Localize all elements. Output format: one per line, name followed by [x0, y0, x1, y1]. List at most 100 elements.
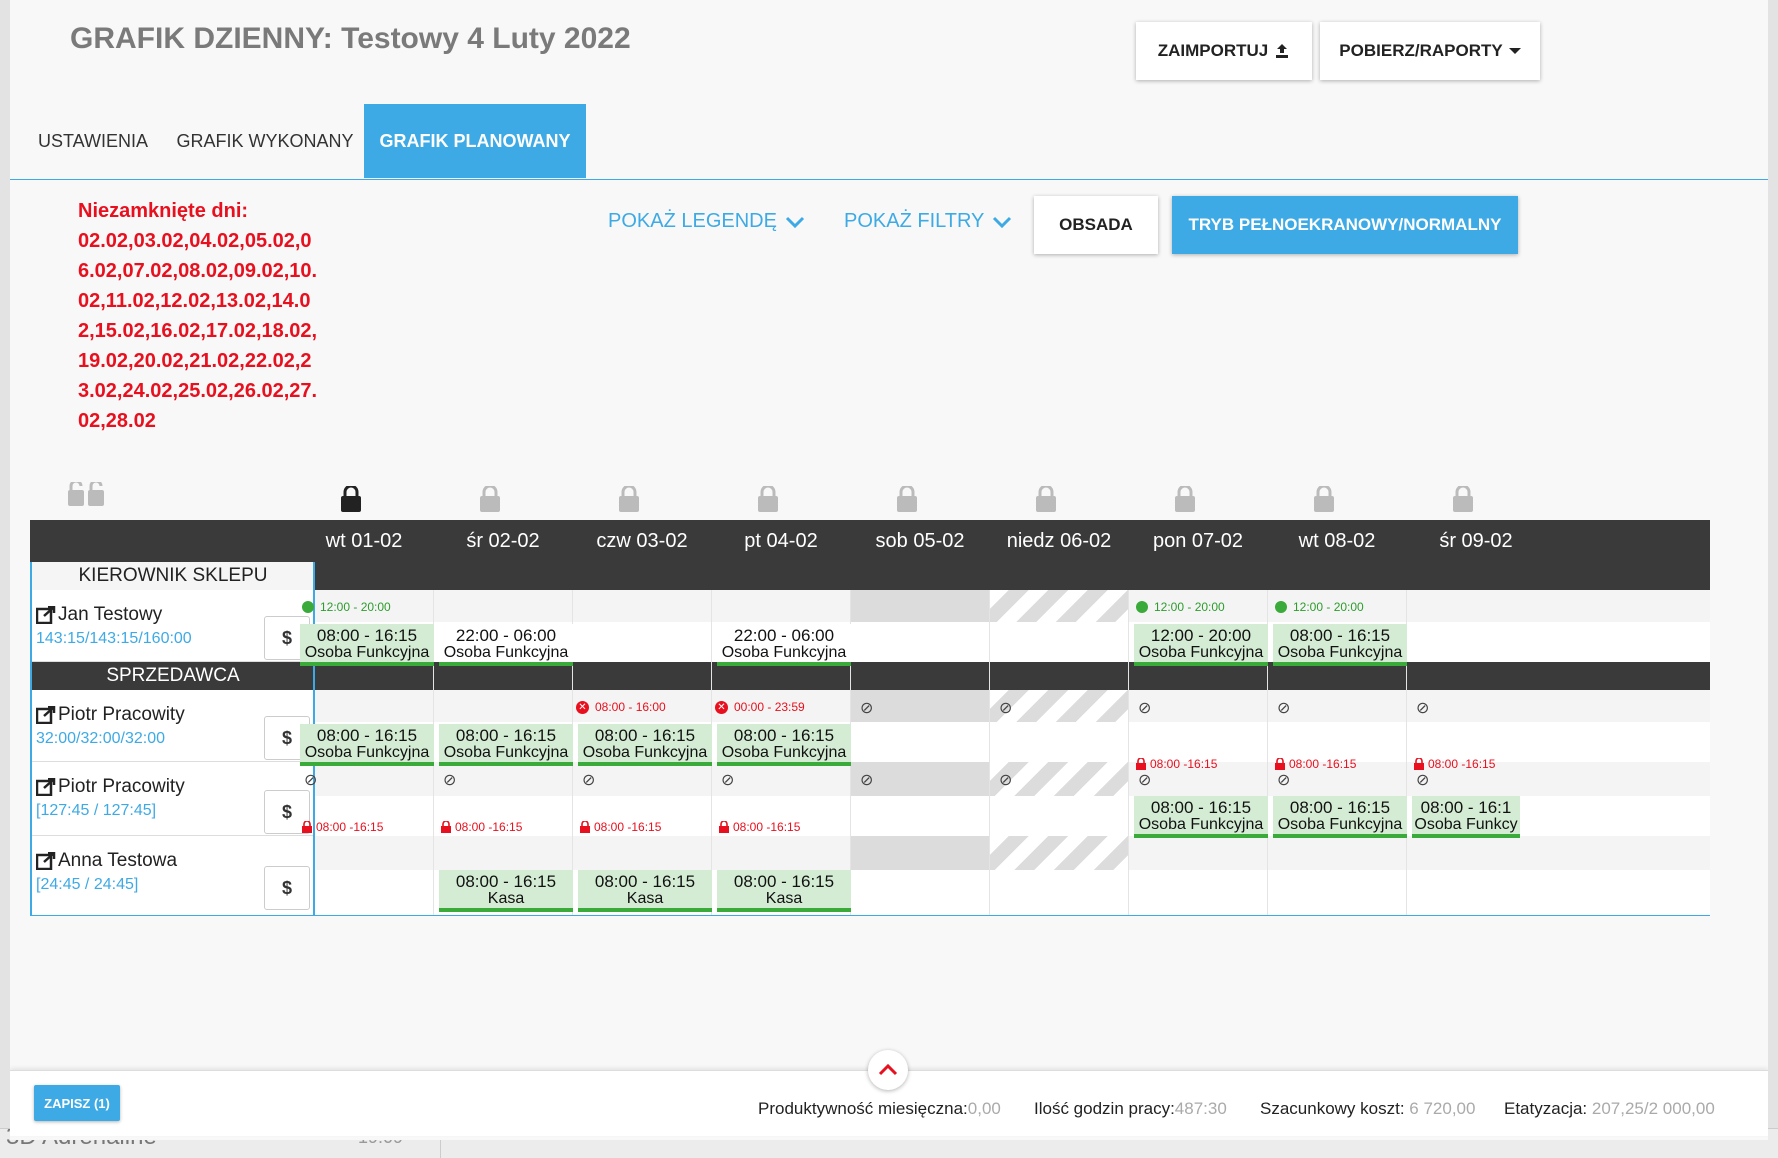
shift-block[interactable]: 08:00 - 16:15 Kasa [717, 870, 851, 912]
import-button[interactable]: ZAIMPORTUJ [1136, 22, 1312, 80]
shift-role: Osoba Funkcy [1414, 816, 1518, 833]
collapse-bar-button[interactable] [868, 1050, 908, 1090]
obsada-label: OBSADA [1059, 215, 1133, 234]
productivity-label: Produktywność miesięczna: [758, 1099, 968, 1118]
availability[interactable]: 12:00 - 20:00 [1136, 600, 1225, 614]
shift-block[interactable]: 08:00 - 16:15 Osoba Funkcyjna [1134, 796, 1268, 838]
chevron-down-icon [785, 216, 804, 228]
employee-cell: Piotr Pracowity 32:00/32:00/32:00 $ [32, 690, 314, 762]
employee-name-text: Piotr Pracowity [58, 704, 185, 725]
employee-name[interactable]: Jan Testowy [36, 604, 162, 626]
shift-block[interactable]: 08:00 - 16:15 Osoba Funkcyjna [300, 624, 434, 666]
shift-role: Kasa [626, 890, 664, 907]
lock-icon[interactable] [618, 486, 640, 512]
weekend-cell [850, 690, 989, 722]
lock-icon[interactable] [1174, 486, 1196, 512]
availability[interactable]: 12:00 - 20:00 [302, 600, 391, 614]
locked-shift[interactable]: 08:00 -16:15 [719, 820, 800, 834]
shift-role: Osoba Funkcyjna [1277, 644, 1403, 661]
show-legend-link[interactable]: POKAŻ LEGENDĘ [608, 210, 805, 233]
obsada-button[interactable]: OBSADA [1034, 196, 1158, 254]
shift-block[interactable]: 08:00 - 16:15 Kasa [439, 870, 573, 912]
hours-label: Ilość godzin pracy: [1034, 1099, 1175, 1118]
ban-icon[interactable]: ⊘ [1138, 772, 1152, 789]
column-divider [989, 590, 990, 916]
fullscreen-toggle-button[interactable]: TRYB PEŁNOEKRANOWY/NORMALNY [1172, 196, 1518, 254]
reports-dropdown-button[interactable]: POBIERZ/RAPORTY [1320, 22, 1540, 80]
shift-block[interactable]: 22:00 - 06:00 Osoba Funkcyjna [717, 624, 851, 666]
locked-shift[interactable]: 08:00 -16:15 [1136, 757, 1217, 771]
ban-icon[interactable]: ⊘ [1416, 772, 1430, 789]
locked-shift[interactable]: 08:00 -16:15 [1275, 757, 1356, 771]
ban-icon[interactable]: ⊘ [860, 700, 874, 717]
ban-icon[interactable]: ⊘ [1277, 772, 1291, 789]
shift-block[interactable]: 08:00 - 16:15 Osoba Funkcyjna [1273, 796, 1407, 838]
day-header: pt 04-02 [744, 529, 818, 552]
ban-icon[interactable]: ⊘ [1277, 700, 1291, 717]
lock-icon[interactable] [1035, 486, 1057, 512]
tab-settings[interactable]: USTAWIENIA [37, 130, 148, 151]
productivity-value: 0,00 [967, 1099, 1001, 1118]
locked-shift[interactable]: 08:00 -16:15 [441, 820, 522, 834]
shift-time: 08:00 - 16:15 [455, 872, 557, 891]
shift-block[interactable]: 08:00 - 16:15 Osoba Funkcyjna [439, 724, 573, 766]
shift-time: 08:00 - 16:15 [1289, 798, 1391, 817]
availability-text: 12:00 - 20:00 [1293, 600, 1364, 614]
ban-icon[interactable]: ⊘ [1416, 700, 1430, 717]
tab-executed-schedule[interactable]: GRAFIK WYKONANY [176, 130, 354, 151]
shift-block[interactable]: 08:00 - 16:15 Osoba Funkcyjna [1273, 624, 1407, 666]
external-link-icon [36, 852, 56, 870]
section-header-seller: SPRZEDAWCA [30, 662, 1710, 690]
lock-icon[interactable] [896, 486, 918, 512]
cost-label: Szacunkowy koszt: [1260, 1099, 1405, 1118]
shift-time: 08:00 - 16:15 [594, 872, 696, 891]
productivity-stat: Produktywność miesięczna:0,00 [758, 1099, 1001, 1119]
employee-hours: [24:45 / 24:45] [36, 876, 139, 893]
shift-block[interactable]: 08:00 - 16:15 Osoba Funkcyjna [300, 724, 434, 766]
ban-icon[interactable]: ⊘ [860, 772, 874, 789]
ban-icon[interactable]: ⊘ [304, 772, 318, 789]
locked-shift-text: 08:00 -16:15 [1150, 757, 1218, 771]
unavailability[interactable]: ✕ 00:00 - 23:59 [715, 700, 805, 714]
ban-icon[interactable]: ⊘ [443, 772, 457, 789]
lock-icon[interactable] [1452, 486, 1474, 512]
ban-icon[interactable]: ⊘ [999, 772, 1013, 789]
employee-name[interactable]: Piotr Pracowity [36, 776, 185, 798]
unavailability[interactable]: ✕ 08:00 - 16:00 [576, 700, 666, 714]
shift-time: 08:00 - 16:15 [594, 726, 696, 745]
shift-block[interactable]: 08:00 - 16:15 Osoba Funkcyjna [578, 724, 712, 766]
unlock-all-icon[interactable] [66, 482, 106, 508]
show-filters-link[interactable]: POKAŻ FILTRY [844, 210, 1012, 233]
day-header: sob 05-02 [875, 529, 965, 552]
tab-planned-schedule[interactable]: GRAFIK PLANOWANY [364, 104, 586, 178]
unclosed-days-warning: Niezamknięte dni: 02.02,03.02,04.02,05.0… [78, 196, 318, 436]
locked-shift-text: 08:00 -16:15 [733, 820, 801, 834]
rate-button[interactable]: $ [264, 866, 310, 910]
locked-shift[interactable]: 08:00 -16:15 [302, 820, 383, 834]
save-button[interactable]: ZAPISZ (1) [34, 1085, 120, 1121]
locked-shift[interactable]: 08:00 -16:15 [1414, 757, 1495, 771]
shift-role: Kasa [487, 890, 525, 907]
ban-icon[interactable]: ⊘ [721, 772, 735, 789]
shift-block[interactable]: 08:00 - 16:15 Osoba Funkcyjna [717, 724, 851, 766]
fullscreen-label: TRYB PEŁNOEKRANOWY/NORMALNY [1188, 215, 1502, 234]
shift-block[interactable]: 08:00 - 16:15 Kasa [578, 870, 712, 912]
availability-text: 12:00 - 20:00 [320, 600, 391, 614]
shift-block[interactable]: 22:00 - 06:00 Osoba Funkcyjna [439, 624, 573, 666]
shift-block[interactable]: 12:00 - 20:00 Osoba Funkcyjna [1134, 624, 1268, 666]
shift-block[interactable]: 08:00 - 16:1 Osoba Funkcy [1412, 796, 1520, 838]
ban-icon[interactable]: ⊘ [582, 772, 596, 789]
employee-name[interactable]: Piotr Pracowity [36, 704, 185, 726]
locked-shift[interactable]: 08:00 -16:15 [580, 820, 661, 834]
shift-role: Osoba Funkcyjna [1277, 816, 1403, 833]
holiday-cell [989, 690, 1128, 722]
availability[interactable]: 12:00 - 20:00 [1275, 600, 1364, 614]
ban-icon[interactable]: ⊘ [999, 700, 1013, 717]
shift-role: Osoba Funkcyjna [304, 744, 430, 761]
lock-icon[interactable] [1313, 486, 1335, 512]
employee-name[interactable]: Anna Testowa [36, 850, 177, 872]
lock-icon[interactable] [757, 486, 779, 512]
ban-icon[interactable]: ⊘ [1138, 700, 1152, 717]
lock-icon[interactable] [340, 486, 362, 512]
lock-icon[interactable] [479, 486, 501, 512]
